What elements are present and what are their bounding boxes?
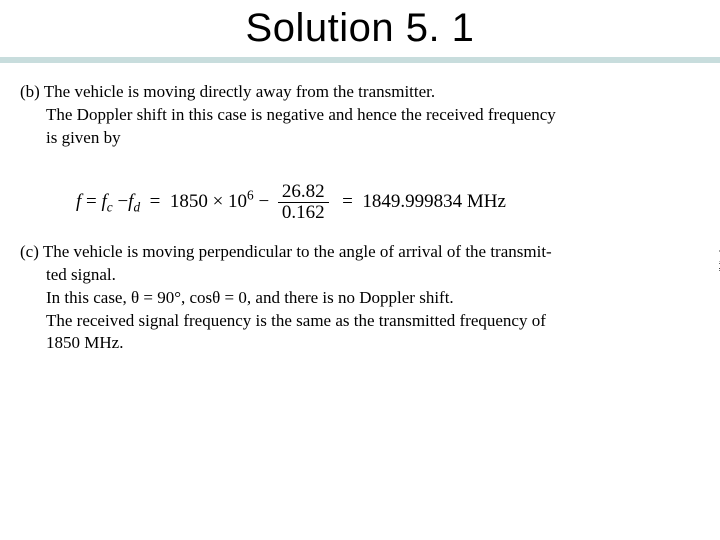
formula-minus2: − (258, 191, 269, 212)
part-c: (c) The vehicle is moving perpendicular … (20, 241, 700, 356)
part-c-line2: In this case, θ = 90°, cosθ = 0, and the… (20, 287, 454, 310)
formula-fraction: 26.82 0.162 (278, 182, 329, 223)
formula-lhs: f (76, 191, 81, 212)
formula-frac-num: 26.82 (278, 182, 329, 203)
formula-result: 1849.999834 MHz (362, 191, 506, 212)
formula-fc-sub: c (107, 199, 113, 214)
part-b-line2: The Doppler shift in this case is negati… (20, 104, 556, 127)
slide-content: (b) The vehicle is moving directly away … (0, 63, 720, 355)
slide-title: Solution 5. 1 (0, 6, 720, 51)
part-c-line4: 1850 MHz. (20, 332, 123, 355)
part-b-line1: The vehicle is moving directly away from… (44, 82, 435, 101)
part-b: (b) The vehicle is moving directly away … (20, 81, 700, 150)
formula-eq2: = (150, 191, 161, 212)
formula-eq1: = (86, 191, 97, 212)
part-b-label: (b) (20, 82, 40, 101)
part-c-line1b: ted signal. (20, 264, 116, 287)
formula-minus: − (117, 191, 128, 212)
part-c-line1a: The vehicle is moving perpendicular to t… (43, 242, 552, 261)
part-b-line3: is given by (20, 127, 121, 150)
formula-base: 1850 × 10 (170, 191, 247, 212)
formula-base-exp: 6 (247, 187, 254, 202)
formula-eq3: = (342, 191, 353, 212)
part-c-label: (c) (20, 242, 39, 261)
formula-frac-den: 0.162 (278, 203, 329, 223)
doppler-formula: f = fc −fd = 1850 × 106 − 26.82 0.162 = … (20, 160, 700, 241)
formula-fd-sub: d (133, 199, 140, 214)
part-c-line3: The received signal frequency is the sam… (20, 310, 546, 333)
